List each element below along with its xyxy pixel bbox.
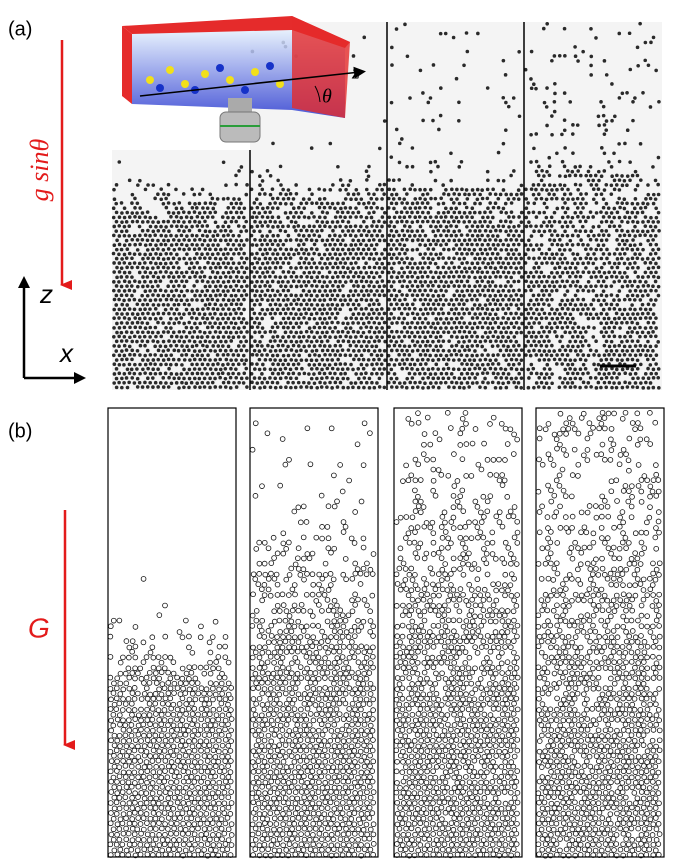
gravity-label: g sinθ (25, 138, 54, 201)
simulation-snapshots (108, 408, 664, 858)
panel-label: (a) (8, 18, 32, 40)
particles (108, 577, 234, 859)
particles (394, 410, 520, 858)
axis-x-label: x (58, 338, 74, 368)
gravity-label: G (28, 612, 50, 643)
particles (536, 410, 662, 858)
micrograph (387, 22, 524, 390)
particles (250, 421, 376, 858)
panel-label: (b) (8, 420, 32, 442)
inset-z-label: z (351, 62, 360, 84)
inset-theta-label: θ (322, 86, 332, 108)
axis-z-label: z (39, 279, 53, 309)
micrograph (524, 22, 662, 390)
